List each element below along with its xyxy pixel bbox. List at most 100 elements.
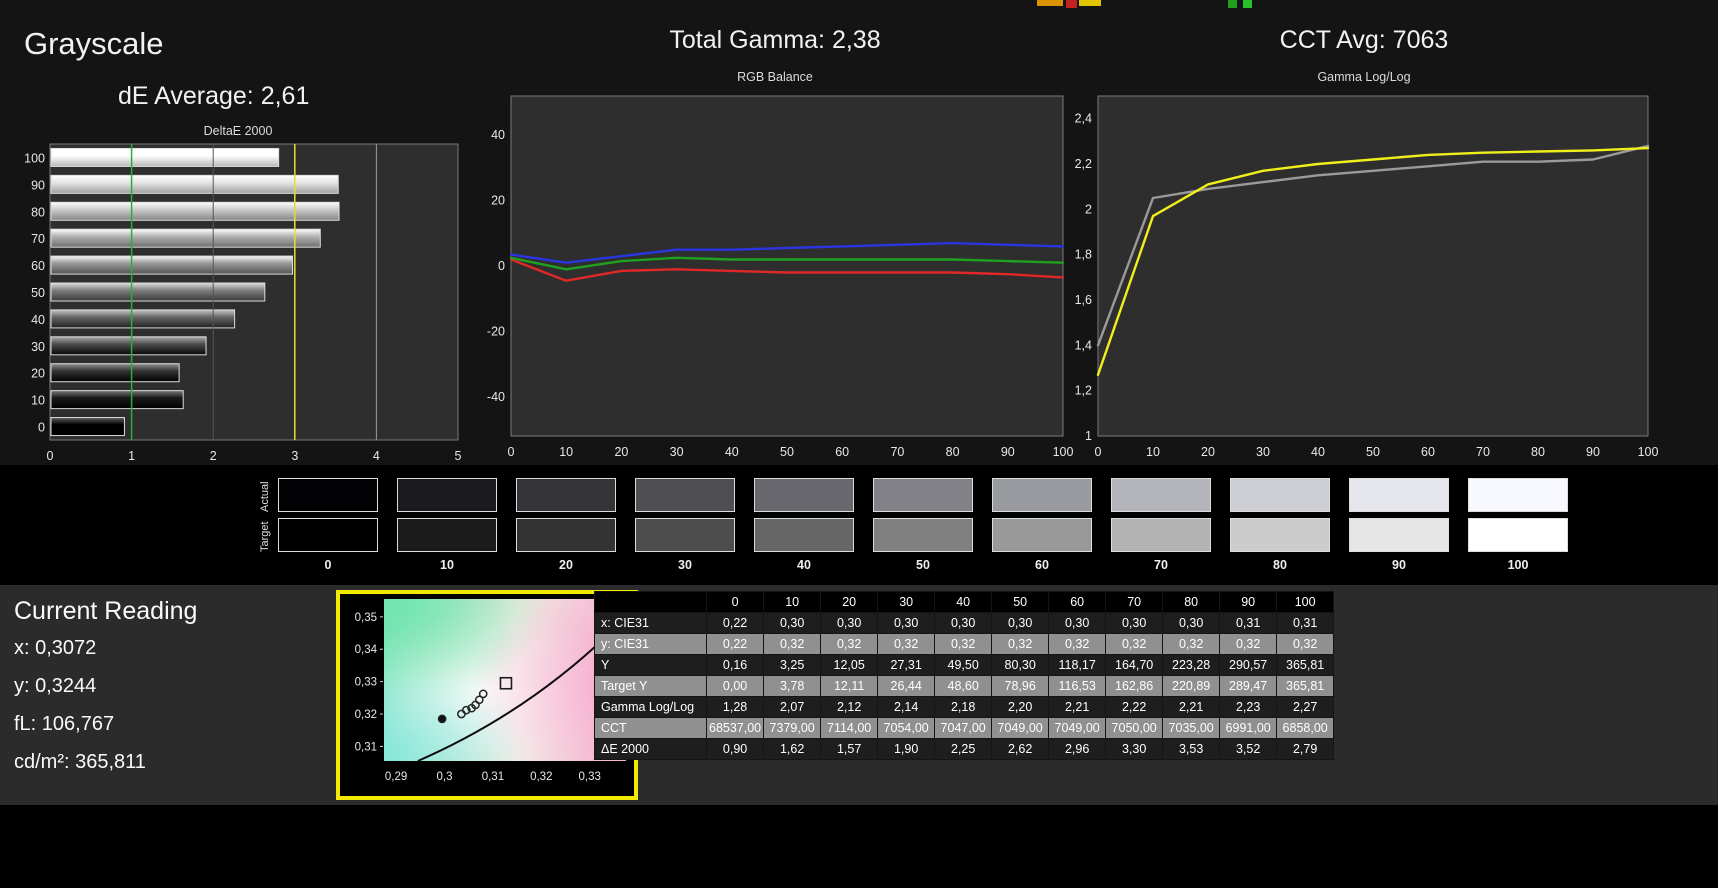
tick-label: 0,31 [355,741,377,753]
table-row-label: ΔE 2000 [594,738,707,760]
top-edge-artifact [1243,0,1252,8]
table-cell: 3,53 [1162,738,1221,760]
reading-fl: fL: 106,767 [14,713,115,735]
gamma-chart-svg: 2,4 2,2 2 1,8 1,6 1,4 1,2 10 10 20 30 40 50 60 70 80 90 1… [1075,95,1658,459]
table-cell: 0,31 [1219,612,1278,634]
swatch-actual-80 [1230,478,1330,512]
deltae-bar-80 [50,201,340,221]
table-cell: 0,32 [1276,633,1335,655]
actual-row-label: Actual [259,481,271,512]
tick-label: 4 [373,449,380,463]
table-cell: 2,22 [1105,696,1164,718]
table-cell: 0,90 [705,738,765,760]
table-cell: 223,28 [1162,654,1221,676]
table-cell: 116,53 [1048,675,1107,697]
rgb-balance-panel: Total Gamma: 2,38 RGB Balance 40 20 0 -20 -4… [475,26,1075,492]
table-header-cell: 30 [877,591,936,613]
tick-label: 2 [1085,202,1092,216]
table-cell: 2,62 [991,738,1050,760]
table-header-cell: 100 [1276,591,1335,613]
swatch-target-40 [754,518,854,552]
swatch-grid: Actual Target 0 10 20 30 40 50 60 70 80 90 100 [252,465,1718,572]
table-cell: 0,30 [877,612,936,634]
swatch-level-labels: 0 10 20 30 40 50 60 70 80 90 100 [278,558,1568,572]
swatch-target-60 [992,518,1092,552]
tick-label: 40 [1311,445,1325,459]
table-cell: 6858,00 [1276,717,1335,739]
table-header-cell: 80 [1162,591,1221,613]
swatch-target-0 [278,518,378,552]
swatch-row-target [278,518,1568,552]
swatch-actual-70 [1111,478,1211,512]
cie-measure-point [437,714,447,724]
swatch-level-label: 60 [1035,558,1049,572]
table-cell: 0,00 [705,675,765,697]
reading-x: x: 0,3072 [14,637,97,659]
reference-line [1096,144,1650,347]
table-cell: 162,86 [1105,675,1164,697]
table-cell: 1,62 [763,738,822,760]
tick-label: 80 [31,205,45,219]
tick-label: 60 [31,259,45,273]
tick-label: 40 [725,445,739,459]
table-cell: 26,44 [877,675,936,697]
table-row-label: Gamma Log/Log [594,696,707,718]
tick-label: 2,4 [1075,112,1092,126]
deltae-bar-50 [50,282,266,302]
measured-line [1096,146,1650,376]
tick-label: 1,2 [1075,384,1092,398]
table-cell: 289,47 [1219,675,1278,697]
table-row: Target Y 0,00 3,78 12,11 26,44 48,60 78,96 116,… [594,675,1335,697]
table-cell: 2,96 [1048,738,1107,760]
grayscale-swatch-band: Actual Target 0 10 20 30 40 50 60 70 80 90 100 [0,465,1718,585]
table-cell: 0,32 [1162,633,1221,655]
swatch-target-20 [516,518,616,552]
plot-area [510,95,1064,437]
tick-label: 30 [1256,445,1270,459]
tick-label: 90 [31,178,45,192]
swatch-row-labels: Actual Target [252,478,278,572]
swatch-target-30 [635,518,735,552]
table-header-cell: 60 [1048,591,1107,613]
table-cell: 3,25 [763,654,822,676]
tick-label: 80 [1531,445,1545,459]
tick-label: 10 [559,445,573,459]
deltae-bar-90 [50,174,339,194]
top-edge-artifact [1228,0,1237,8]
swatch-actual-0 [278,478,378,512]
reading-cdm2: cd/m²: 365,811 [14,751,146,773]
swatch-level-label: 70 [1154,558,1168,572]
swatch-level-label: 20 [559,558,573,572]
deltae-chart-panel: DeltaE 2000 100 90 80 70 60 50 40 30 20 10 0 0 1 2 3 4 5 [12,124,464,470]
table-cell: 78,96 [991,675,1050,697]
table-cell: 0,30 [1105,612,1164,634]
table-cell: 0,31 [1276,612,1335,634]
tick-label: 70 [1476,445,1490,459]
cie-measure-point [474,695,484,705]
tick-label: 5 [455,449,462,463]
table-cell: 0,32 [1048,633,1107,655]
cie-gamut-background [384,599,626,761]
tick-label: 0,35 [355,612,377,624]
tick-label: 90 [1001,445,1015,459]
deltae-bar-40 [50,309,236,329]
target-row-label: Target [259,521,271,552]
deltae-bar-60 [50,255,294,275]
results-table: 0 10 20 30 40 50 60 70 80 90 100 x: CIE31 0,22 0,30 0,… [594,591,1335,760]
tick-label: 50 [780,445,794,459]
table-cell: 365,81 [1276,654,1335,676]
table-cell: 1,90 [877,738,936,760]
tick-label: 70 [31,232,45,246]
swatch-level-label: 40 [797,558,811,572]
tick-label: 0,34 [355,644,378,656]
table-row-label: CCT [594,717,707,739]
tick-label: 40 [491,128,505,142]
tick-label: 100 [1053,445,1074,459]
tick-label: 10 [31,394,45,408]
gamma-panel: CCT Avg: 7063 Gamma Log/Log 2,4 2,2 2 1,8 1,… [1064,26,1664,492]
current-reading-title: Current Reading [14,597,198,625]
table-row-label: x: CIE31 [594,612,707,634]
tick-label: 0,29 [385,771,407,783]
table-cell: 2,14 [877,696,936,718]
